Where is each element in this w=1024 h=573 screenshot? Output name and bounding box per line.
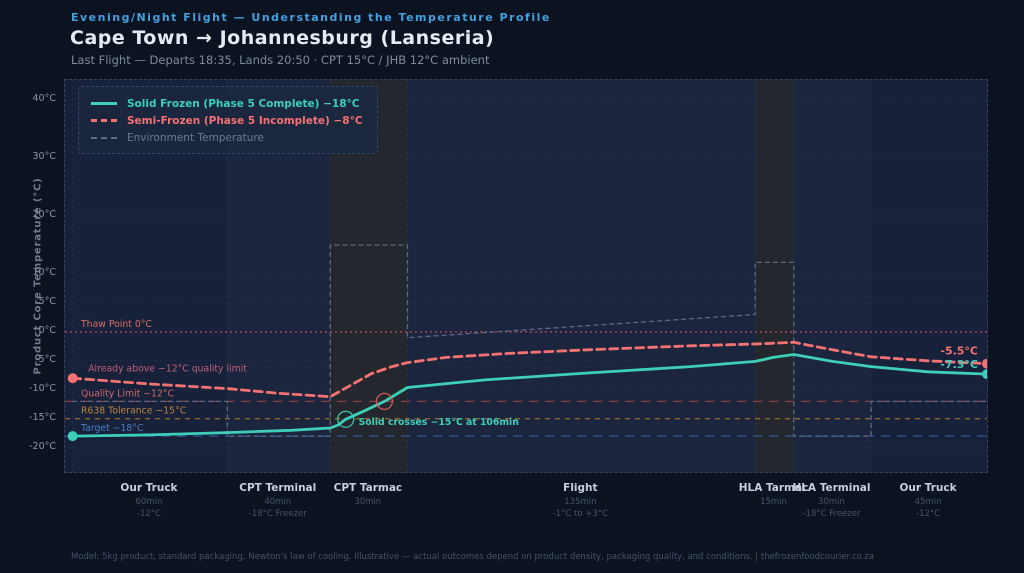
- y-tick-label: 40°C: [32, 93, 56, 105]
- segment-label: CPT Terminal 40min -18°C Freezer: [193, 482, 363, 519]
- y-tick-label: 0°C: [38, 324, 56, 336]
- y-tick-label: -15°C: [29, 411, 56, 423]
- y-tick-label: 5°C: [38, 295, 56, 307]
- svg-text:R638 Tolerance −15°C: R638 Tolerance −15°C: [81, 406, 186, 417]
- segment-label: Our Truck 45min -12°C: [843, 482, 1013, 519]
- dashed-line-swatch-icon: [91, 136, 117, 139]
- segment-ambient: -1°C to +3°C: [552, 509, 609, 519]
- chart-plot-area: Thaw Point 0°C Quality Limit −12°C R638 To…: [64, 79, 988, 473]
- svg-text:Thaw Point 0°C: Thaw Point 0°C: [80, 319, 152, 330]
- svg-text:Already above −12°C quality li: Already above −12°C quality limit: [88, 363, 247, 374]
- svg-text:Target −18°C: Target −18°C: [80, 423, 143, 434]
- segment-ambient: -12°C: [136, 509, 162, 519]
- segment-duration: 40min: [264, 497, 292, 507]
- segment-duration: 45min: [914, 497, 942, 507]
- segment-label: CPT Tarmac 30min: [283, 482, 453, 507]
- report-eyebrow: Evening/Night Flight — Understanding the…: [71, 11, 551, 24]
- segment-name: CPT Terminal: [239, 482, 317, 494]
- y-tick-label: -5°C: [35, 353, 56, 365]
- svg-text:-5.5°C: -5.5°C: [940, 345, 978, 358]
- segment-name: HLA Terminal: [792, 482, 871, 494]
- y-tick-label: -10°C: [29, 382, 56, 394]
- segment-name: Our Truck: [120, 482, 178, 494]
- y-tick-label: 20°C: [32, 209, 56, 221]
- y-tick-label: 10°C: [32, 266, 56, 278]
- segment-name: CPT Tarmac: [333, 482, 403, 494]
- segment-label: HLA Terminal 30min -18°C Freezer: [746, 482, 916, 519]
- segment-ambient: -12°C: [916, 509, 941, 519]
- y-tick-label: 30°C: [32, 151, 56, 163]
- segment-name: HLA Tarmac: [738, 482, 809, 494]
- legend-item: Environment Temperature: [91, 129, 363, 146]
- legend-label: Solid Frozen (Phase 5 Complete) −18°C: [127, 97, 360, 110]
- segment-duration: 135min: [564, 497, 597, 507]
- segment-ambient: -18°C Freezer: [802, 509, 861, 519]
- segment-name: Our Truck: [899, 482, 957, 494]
- legend-label: Environment Temperature: [127, 131, 264, 144]
- footer-note: Model: 5kg product, standard packaging, …: [71, 552, 875, 562]
- segment-name: Flight: [563, 482, 598, 494]
- svg-text:Solid crosses −15°C at 106min: Solid crosses −15°C at 106min: [359, 417, 519, 428]
- legend-item: Solid Frozen (Phase 5 Complete) −18°C: [91, 95, 363, 112]
- legend-item: Semi-Frozen (Phase 5 Incomplete) −8°C: [91, 112, 363, 129]
- svg-text:-7.3°C: -7.3°C: [940, 358, 978, 371]
- segment-duration: 60min: [135, 497, 163, 507]
- flight-subtitle: Last Flight — Departs 18:35, Lands 20:50…: [71, 53, 490, 67]
- page-title: Cape Town → Johannesburg (Lanseria): [70, 27, 495, 49]
- chart-legend: Solid Frozen (Phase 5 Complete) −18°C Sem…: [78, 86, 378, 154]
- svg-text:Quality Limit −12°C: Quality Limit −12°C: [81, 388, 174, 399]
- segment-label: Our Truck 60min -12°C: [64, 482, 234, 519]
- y-tick-label: -20°C: [29, 440, 56, 452]
- legend-label: Semi-Frozen (Phase 5 Incomplete) −8°C: [127, 114, 363, 127]
- segment-duration: 30min: [354, 497, 382, 507]
- solid-line-swatch-icon: [91, 102, 117, 105]
- segment-label: HLA Tarmac 15min: [689, 482, 859, 507]
- segment-duration: 30min: [818, 497, 845, 507]
- dashed-line-swatch-icon: [91, 119, 117, 122]
- segment-label: Flight 135min -1°C to +3°C: [495, 482, 665, 519]
- segment-ambient: -18°C Freezer: [248, 509, 307, 519]
- segment-duration: 15min: [760, 497, 787, 507]
